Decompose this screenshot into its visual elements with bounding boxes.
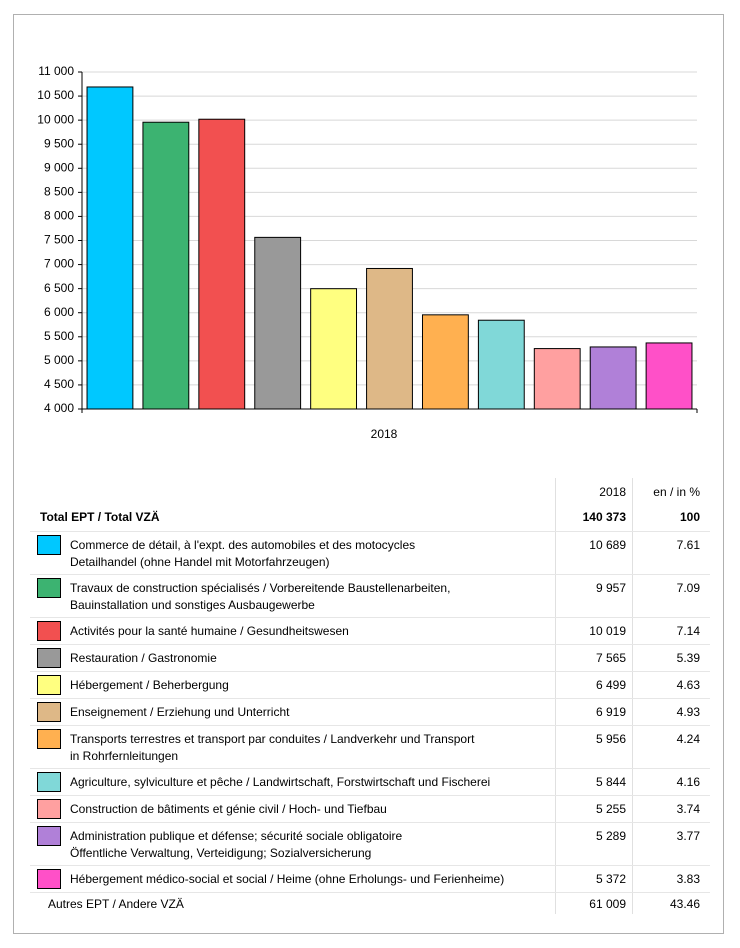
- y-tick-label: 11 000: [38, 64, 74, 78]
- share-label: 5.39: [676, 651, 700, 665]
- legend-swatch: [37, 675, 61, 695]
- legend-swatch: [37, 869, 61, 889]
- legend-label: Travaux de construction spécialisés / Vo…: [70, 581, 451, 612]
- row-divider: [30, 725, 710, 726]
- value-label: 6 919: [595, 705, 626, 719]
- share-label: 7.09: [676, 581, 700, 595]
- column-header: en / in %: [653, 485, 700, 499]
- legend-label: Activités pour la santé humaine / Gesund…: [70, 624, 349, 638]
- legend-swatch: [37, 578, 61, 598]
- value-label: 5 372: [595, 872, 626, 886]
- value-label: 5 844: [595, 775, 626, 789]
- row-divider: [30, 617, 710, 618]
- y-tick-label: 9 000: [44, 160, 74, 174]
- bar: [310, 288, 358, 410]
- total-share: 100: [679, 510, 700, 524]
- chart: 2018 4 000 4 500 5 000 5 500 6 000 6 500 7 000…: [37, 64, 698, 441]
- y-tick-label: 7 500: [44, 233, 74, 247]
- bar: [533, 348, 581, 410]
- row-divider: [30, 768, 710, 769]
- other-share: 43.46: [669, 897, 700, 911]
- frame: [13, 14, 724, 934]
- value-label: 10 019: [589, 624, 626, 638]
- legend-swatch: [37, 648, 61, 668]
- value-label: 6 499: [595, 678, 626, 692]
- x-label: 2018: [371, 427, 398, 441]
- y-tick-label: 10 500: [37, 88, 74, 102]
- legend-label: Construction de bâtiments et génie civil…: [70, 802, 387, 816]
- row-divider: [30, 671, 710, 672]
- legend-swatch: [37, 535, 61, 555]
- bar: [142, 121, 190, 410]
- y-tick-label: 5 500: [44, 329, 74, 343]
- row-divider: [30, 698, 710, 699]
- share-label: 4.16: [676, 775, 700, 789]
- y-tick-label: 7 000: [44, 257, 74, 271]
- legend-swatch: [37, 702, 61, 722]
- y-tick-label: 4 000: [44, 401, 74, 415]
- share-label: 7.14: [676, 624, 700, 638]
- value-label: 10 689: [589, 538, 626, 552]
- legend-label: Hébergement / Beherbergung: [70, 678, 229, 692]
- bar: [421, 314, 469, 410]
- bar: [198, 118, 246, 410]
- other-label: Autres EPT / Andere VZÄ: [48, 897, 184, 911]
- share-label: 7.61: [676, 538, 700, 552]
- share-label: 3.77: [676, 829, 700, 843]
- bar: [366, 267, 413, 410]
- bar: [589, 346, 637, 410]
- legend-label: Hébergement médico-social et social / He…: [70, 872, 505, 886]
- row-divider: [30, 644, 710, 645]
- y-tick-label: 6 500: [44, 281, 74, 295]
- value-label: 5 255: [595, 802, 626, 816]
- legend-swatch: [37, 772, 61, 792]
- y-tick-label: 8 500: [44, 185, 74, 199]
- value-label: 5 289: [595, 829, 626, 843]
- share-label: 3.74: [676, 802, 700, 816]
- total-value: 140 373: [582, 510, 626, 524]
- column-header: 2018: [599, 485, 626, 499]
- row-divider: [30, 822, 710, 823]
- y-tick-label: 8 000: [44, 209, 74, 223]
- bar: [254, 236, 302, 410]
- legend-swatch: [37, 799, 61, 819]
- share-label: 4.93: [676, 705, 700, 719]
- value-label: 5 956: [595, 732, 626, 746]
- row-divider: [30, 574, 710, 575]
- y-tick-label: 9 500: [44, 136, 74, 150]
- row-divider: [30, 531, 710, 532]
- y-tick-label: 5 000: [44, 353, 74, 367]
- row-divider: [30, 795, 710, 796]
- legend-label: Administration publique et défense; sécu…: [70, 829, 403, 860]
- y-tick-label: 6 000: [44, 305, 74, 319]
- y-tick-label: 10 000: [37, 112, 74, 126]
- share-label: 4.24: [676, 732, 700, 746]
- value-label: 7 565: [595, 651, 626, 665]
- bar: [645, 342, 693, 410]
- legend-label: Restauration / Gastronomie: [70, 651, 217, 665]
- column-divider: [555, 478, 556, 914]
- legend-swatch: [37, 621, 61, 641]
- legend-label: Commerce de détail, à l'expt. des automo…: [70, 538, 416, 569]
- legend-swatch: [37, 729, 61, 749]
- bar: [86, 86, 134, 410]
- share-label: 4.63: [676, 678, 700, 692]
- row-divider: [30, 865, 710, 866]
- total-label: Total EPT / Total VZÄ: [40, 510, 160, 524]
- row-divider: [30, 892, 710, 893]
- share-label: 3.83: [676, 872, 700, 886]
- other-value: 61 009: [589, 897, 626, 911]
- y-tick-label: 4 500: [44, 377, 74, 391]
- legend-label: Agriculture, sylviculture et pêche / Lan…: [70, 775, 491, 789]
- legend-swatch: [37, 826, 61, 846]
- bar: [477, 319, 525, 410]
- column-divider: [632, 478, 633, 914]
- legend-label: Enseignement / Erziehung und Unterricht: [70, 705, 290, 719]
- value-label: 9 957: [595, 581, 626, 595]
- legend-label: Transports terrestres et transport par c…: [70, 732, 475, 763]
